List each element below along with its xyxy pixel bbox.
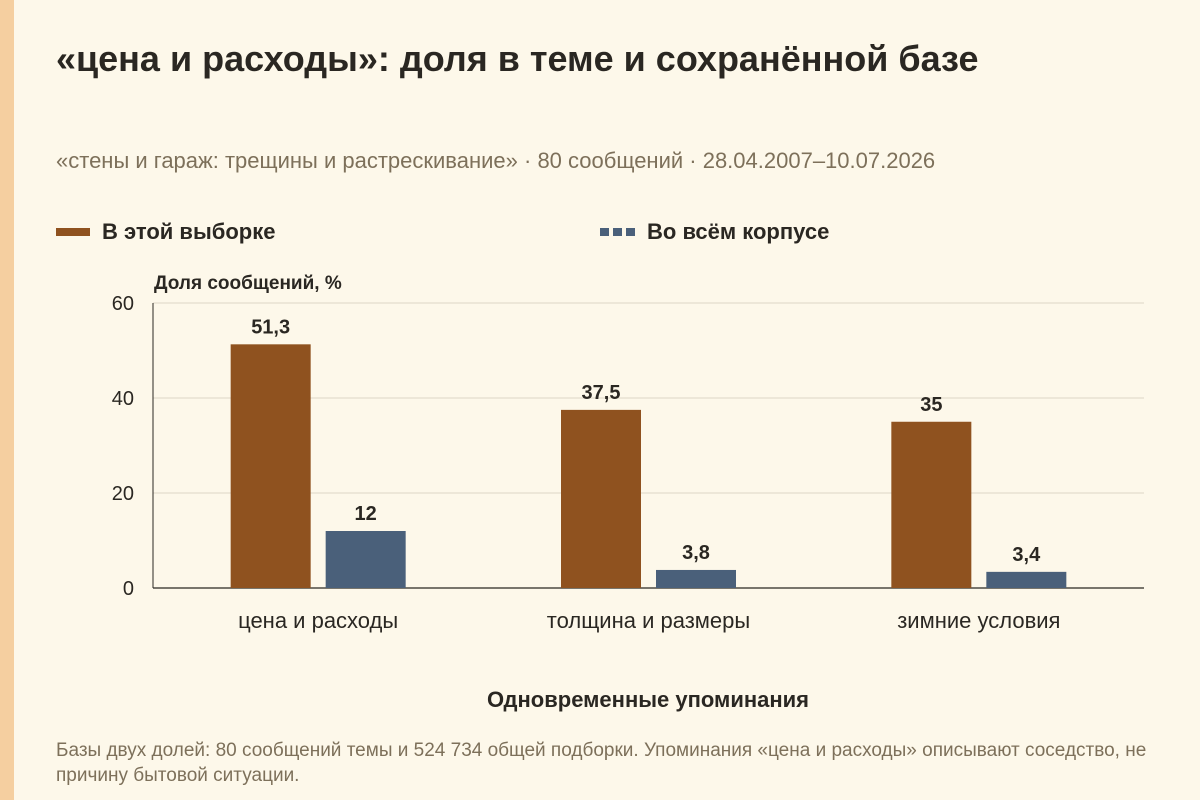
legend-item-corpus: Во всём корпусе [600, 218, 829, 246]
legend-label-sample: В этой выборке [102, 219, 276, 244]
data-label: 51,3 [251, 316, 290, 338]
bar-sample [561, 409, 641, 588]
bar-chart: 0 20 40 60 51,3 12 цена и расходы 37,5 3,8 толщин… [112, 293, 1144, 633]
x-tick-label: толщина и размеры [547, 608, 750, 633]
bar-sample [230, 344, 311, 588]
legend-label-corpus: Во всём корпусе [647, 219, 830, 244]
data-label: 3,4 [1012, 544, 1041, 566]
legend-item-sample: В этой выборке [56, 218, 275, 246]
legend-swatch-corpus [600, 228, 635, 236]
y-tick-label: 20 [112, 483, 134, 505]
data-label: 37,5 [582, 382, 621, 404]
data-label: 35 [920, 394, 942, 416]
y-tick-label: 60 [112, 293, 134, 315]
chart-title: «цена и расходы»: доля в теме и сохранён… [56, 38, 979, 79]
bar-sample [891, 421, 972, 588]
chart-subtitle: «стены и гараж: трещины и растрескивание… [56, 148, 936, 173]
y-tick-label: 0 [123, 578, 134, 600]
accent-strip [0, 0, 14, 800]
y-axis-title: Доля сообщений, % [154, 273, 342, 294]
bar-corpus [986, 571, 1067, 588]
footnote: Базы двух долей: 80 сообщений темы и 524… [56, 740, 1147, 786]
data-label: 3,8 [682, 542, 710, 564]
bar-corpus [656, 569, 736, 588]
x-tick-label: зимние условия [897, 608, 1060, 633]
data-label: 12 [355, 503, 377, 525]
legend-swatch-sample [56, 228, 90, 236]
y-tick-label: 40 [112, 388, 134, 410]
x-axis-title: Одновременные упоминания [486, 687, 810, 712]
bar-corpus [325, 531, 406, 588]
x-tick-label: цена и расходы [238, 608, 398, 633]
